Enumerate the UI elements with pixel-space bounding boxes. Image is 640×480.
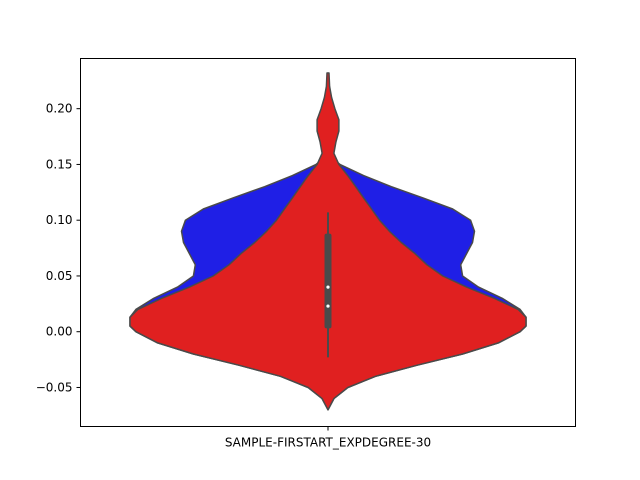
y-tick-label: 0.20 xyxy=(46,102,73,116)
median-point xyxy=(326,304,330,308)
y-axis: −0.05 0.00 0.05 0.10 0.15 0.20 xyxy=(36,102,81,394)
x-axis: SAMPLE-FIRSTART_EXPDEGREE-30 xyxy=(225,426,431,450)
y-tick-label: 0.10 xyxy=(46,213,73,227)
y-tick-label: 0.15 xyxy=(46,157,73,171)
y-tick-label: −0.05 xyxy=(36,380,73,394)
y-tick-label: 0.00 xyxy=(46,325,73,339)
mean-point xyxy=(326,285,330,289)
iqr-box xyxy=(324,233,332,329)
inner-box xyxy=(324,212,332,358)
x-category-label: SAMPLE-FIRSTART_EXPDEGREE-30 xyxy=(225,436,431,450)
y-tick-label: 0.05 xyxy=(46,269,73,283)
